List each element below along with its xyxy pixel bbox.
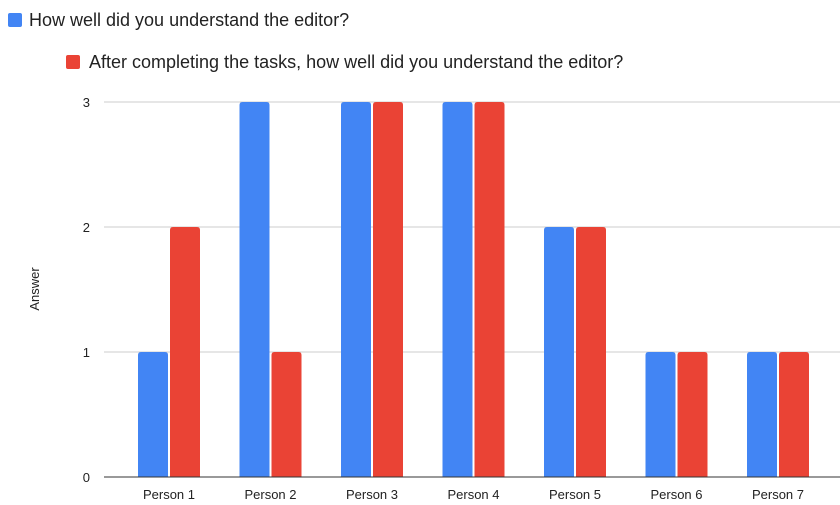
bar-series-1-person-1 [138,352,168,477]
bar-series-1-person-5 [544,227,574,477]
y-axis-ticks: 0 1 2 3 [83,95,90,485]
x-tick-label: Person 5 [549,487,601,502]
bar-series-1-person-2 [239,102,270,477]
x-tick-label: Person 2 [244,487,296,502]
x-tick-label: Person 6 [650,487,702,502]
x-axis-ticks: Person 1 Person 2 Person 3 Person 4 Person 5… [143,487,804,502]
bar-series-1-person-4 [442,102,473,477]
y-tick-label: 2 [83,220,90,235]
bar-series-1-person-7 [747,352,777,477]
legend-label-series-2: After completing the tasks, how well did… [89,52,623,72]
bar-series-2-person-6 [677,352,708,477]
bar-series-2-person-5 [576,227,606,477]
y-tick-label: 1 [83,345,90,360]
bar-series-2-person-3 [373,102,403,477]
y-axis-title: Answer [27,267,42,311]
bar-series-1-person-3 [341,102,371,477]
y-tick-label: 0 [83,470,90,485]
bar-series-2-person-7 [779,352,809,477]
x-tick-label: Person 4 [447,487,499,502]
bar-series-2-person-2 [271,352,302,477]
legend: How well did you understand the editor? … [8,10,623,72]
x-tick-label: Person 7 [752,487,804,502]
legend-swatch-series-1 [8,13,22,27]
bar-series-2-person-1 [170,227,200,477]
x-tick-label: Person 3 [346,487,398,502]
bar-series-2-person-4 [474,102,505,477]
bars [104,102,840,478]
y-tick-label: 3 [83,95,90,110]
legend-label-series-1: How well did you understand the editor? [29,10,349,30]
x-tick-label: Person 1 [143,487,195,502]
legend-swatch-series-2 [66,55,80,69]
bar-series-1-person-6 [645,352,676,477]
